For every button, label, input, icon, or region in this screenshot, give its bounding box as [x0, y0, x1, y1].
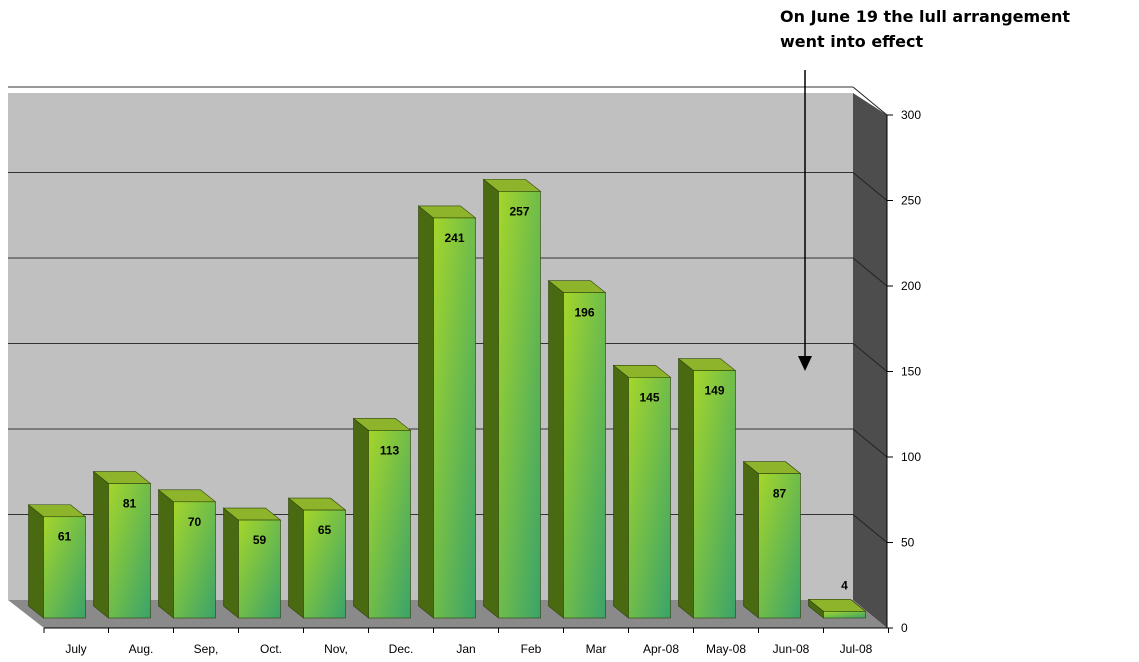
bar-value-label: 113: [380, 443, 400, 457]
gridline-side: [852, 428, 888, 458]
bar-front: [823, 611, 866, 619]
bar-value-label: 257: [509, 204, 529, 218]
bar-value-label: 61: [58, 530, 72, 544]
y-tick-label: 150: [901, 365, 921, 379]
bar-value-label: 241: [444, 231, 464, 245]
bar-front: [758, 473, 801, 619]
bar-value-label: 145: [639, 390, 659, 404]
bar-value-label: 65: [318, 523, 332, 537]
bar: [222, 507, 282, 619]
bar: [547, 280, 607, 619]
gridline-side: [852, 514, 888, 543]
bar-value-label: 149: [704, 384, 724, 398]
x-category-label: Aug.: [129, 642, 154, 656]
bar: [807, 598, 867, 619]
bar-front: [368, 430, 411, 619]
bar-front: [628, 376, 671, 619]
bar: [157, 489, 217, 619]
bar-value-label: 4: [841, 578, 848, 592]
annotation-arrow-head: [798, 356, 812, 371]
bar-side: [288, 497, 304, 619]
x-category-label: Jul-08: [840, 642, 873, 656]
bar: [742, 460, 802, 619]
x-category-label: Oct.: [260, 642, 282, 656]
y-tick-label: 200: [901, 279, 921, 293]
bar-front: [498, 191, 541, 619]
gridline-side: [852, 86, 888, 116]
x-category-label: Jan: [456, 642, 475, 656]
y-tick-label: 250: [901, 194, 921, 208]
x-category-label: Apr-08: [643, 642, 679, 656]
x-category-label: Jun-08: [773, 642, 810, 656]
bar: [287, 497, 347, 619]
x-category-label: Feb: [521, 642, 542, 656]
bar-front: [108, 483, 151, 619]
x-category-label: Dec.: [389, 642, 414, 656]
bar-front: [43, 516, 86, 619]
x-category-label: Mar: [586, 642, 607, 656]
bar-side: [743, 460, 759, 619]
y-tick-label: 0: [901, 621, 908, 635]
bar-value-label: 87: [773, 487, 787, 501]
bar-side: [548, 280, 564, 619]
bar-side: [613, 364, 629, 619]
annotation-note: On June 19 the lull arrangement went int…: [780, 4, 1135, 54]
bar-value-label: 196: [574, 306, 594, 320]
bar-side: [353, 417, 369, 619]
bar-front: [563, 292, 606, 619]
annotation-line-2: went into effect: [780, 32, 924, 51]
bar-front: [693, 370, 736, 619]
bar-value-label: 70: [188, 515, 202, 529]
x-category-label: Sep,: [194, 642, 219, 656]
bar-front: [173, 501, 216, 619]
bar-side: [93, 470, 109, 619]
annotation-line-1: On June 19 the lull arrangement: [780, 7, 1071, 26]
gridline-side: [852, 172, 888, 201]
bar: [352, 417, 412, 619]
right-side-wall: [853, 93, 887, 628]
x-category-label: July: [65, 642, 86, 656]
bar: [27, 504, 87, 619]
bar: [92, 470, 152, 619]
bar-side: [483, 178, 499, 619]
bar-front: [303, 509, 346, 619]
y-tick-label: 100: [901, 450, 921, 464]
bar-front: [238, 519, 281, 619]
bar: [612, 364, 672, 619]
bar-value-label: 59: [253, 533, 267, 547]
gridline-side: [852, 343, 888, 372]
bar-front: [433, 217, 476, 619]
bar-side: [418, 205, 434, 619]
gridline-side: [852, 257, 888, 287]
bar: [417, 205, 477, 619]
bar: [677, 358, 737, 619]
bar-side: [28, 504, 44, 619]
bar-value-label: 81: [123, 497, 137, 511]
x-category-label: May-08: [706, 642, 746, 656]
bar-side: [223, 507, 239, 619]
bar-side: [158, 489, 174, 619]
y-tick-label: 50: [901, 536, 915, 550]
y-tick-label: 300: [901, 108, 921, 122]
x-category-label: Nov,: [324, 642, 348, 656]
bar: [482, 178, 542, 619]
bar-side: [678, 358, 694, 619]
